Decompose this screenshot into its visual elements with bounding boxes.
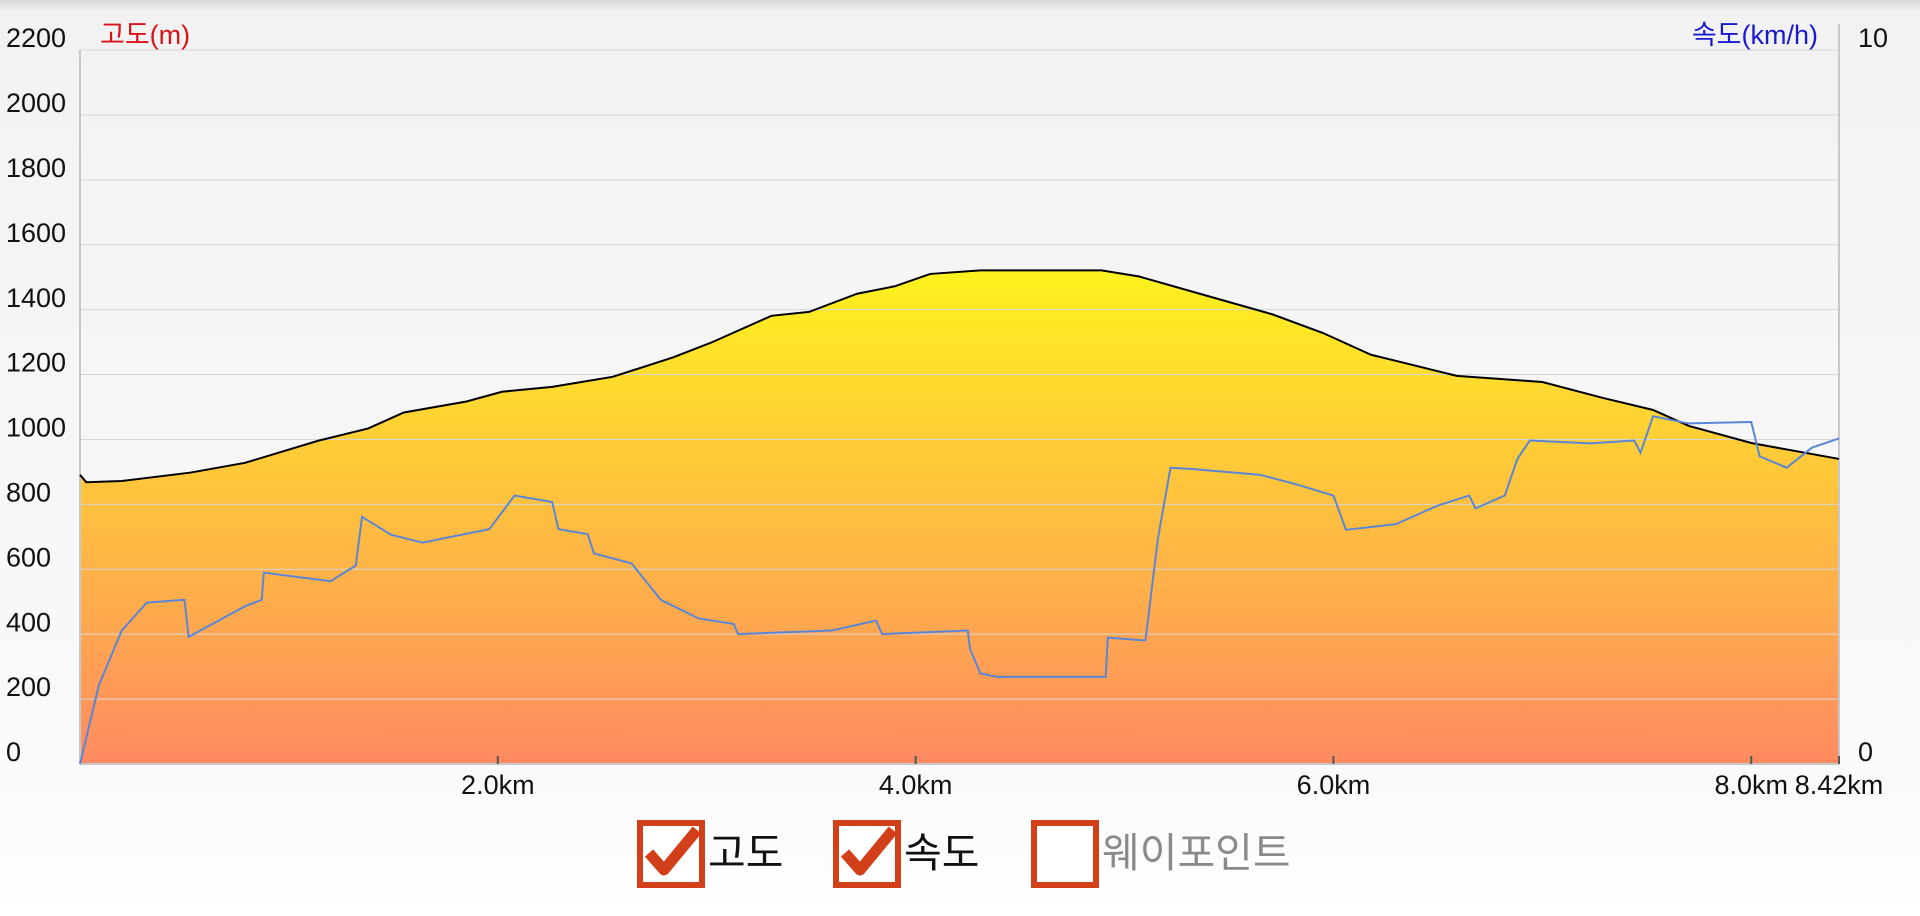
- toggle-label[interactable]: 웨이포인트: [1102, 830, 1291, 876]
- speed-line: [79, 415, 1840, 765]
- y-tick-label: 2200: [6, 23, 66, 53]
- y-tick-label: 200: [6, 672, 51, 702]
- y2-tick-label: 10: [1858, 23, 1888, 53]
- toggle-label[interactable]: 속도: [904, 830, 979, 876]
- y-tick-label: 1000: [6, 413, 66, 443]
- checkmark[interactable]: [840, 826, 898, 876]
- y2-tick-label: 0: [1858, 737, 1873, 767]
- y-tick-label: 600: [6, 542, 51, 572]
- y-tick-label: 0: [6, 737, 21, 767]
- elevation-area: [80, 270, 1839, 764]
- y-tick-label: 400: [6, 607, 51, 637]
- plot: [79, 24, 1840, 765]
- toggle-label[interactable]: 고도: [708, 830, 783, 876]
- toggle-elevation[interactable]: 고도: [637, 820, 783, 888]
- toggles: 고도 속도 웨이포인트: [637, 820, 1291, 888]
- y-tick-label: 1400: [6, 283, 66, 313]
- y2-axis-label: 속도(km/h): [1692, 20, 1818, 50]
- toggle-speed[interactable]: 속도: [833, 820, 979, 888]
- x-tick-label: 6.0km: [1297, 770, 1371, 800]
- y-axis-label: 고도(m): [100, 20, 190, 50]
- elevation-line: [79, 269, 1840, 484]
- x-tick-label: 8.42km: [1795, 770, 1884, 800]
- x-tick-label: 8.0km: [1714, 770, 1788, 800]
- y-tick-label: 2000: [6, 88, 66, 118]
- checkbox[interactable]: [1031, 820, 1099, 888]
- toggle-waypoint[interactable]: 웨이포인트: [1031, 820, 1291, 888]
- y-tick-label: 1800: [6, 153, 66, 183]
- y-tick-label: 800: [6, 477, 51, 507]
- y-tick-label: 1200: [6, 348, 66, 378]
- checkmark[interactable]: [644, 826, 702, 876]
- x-tick-label: 2.0km: [461, 770, 535, 800]
- y-tick-label: 1600: [6, 218, 66, 248]
- x-tick-label: 4.0km: [879, 770, 953, 800]
